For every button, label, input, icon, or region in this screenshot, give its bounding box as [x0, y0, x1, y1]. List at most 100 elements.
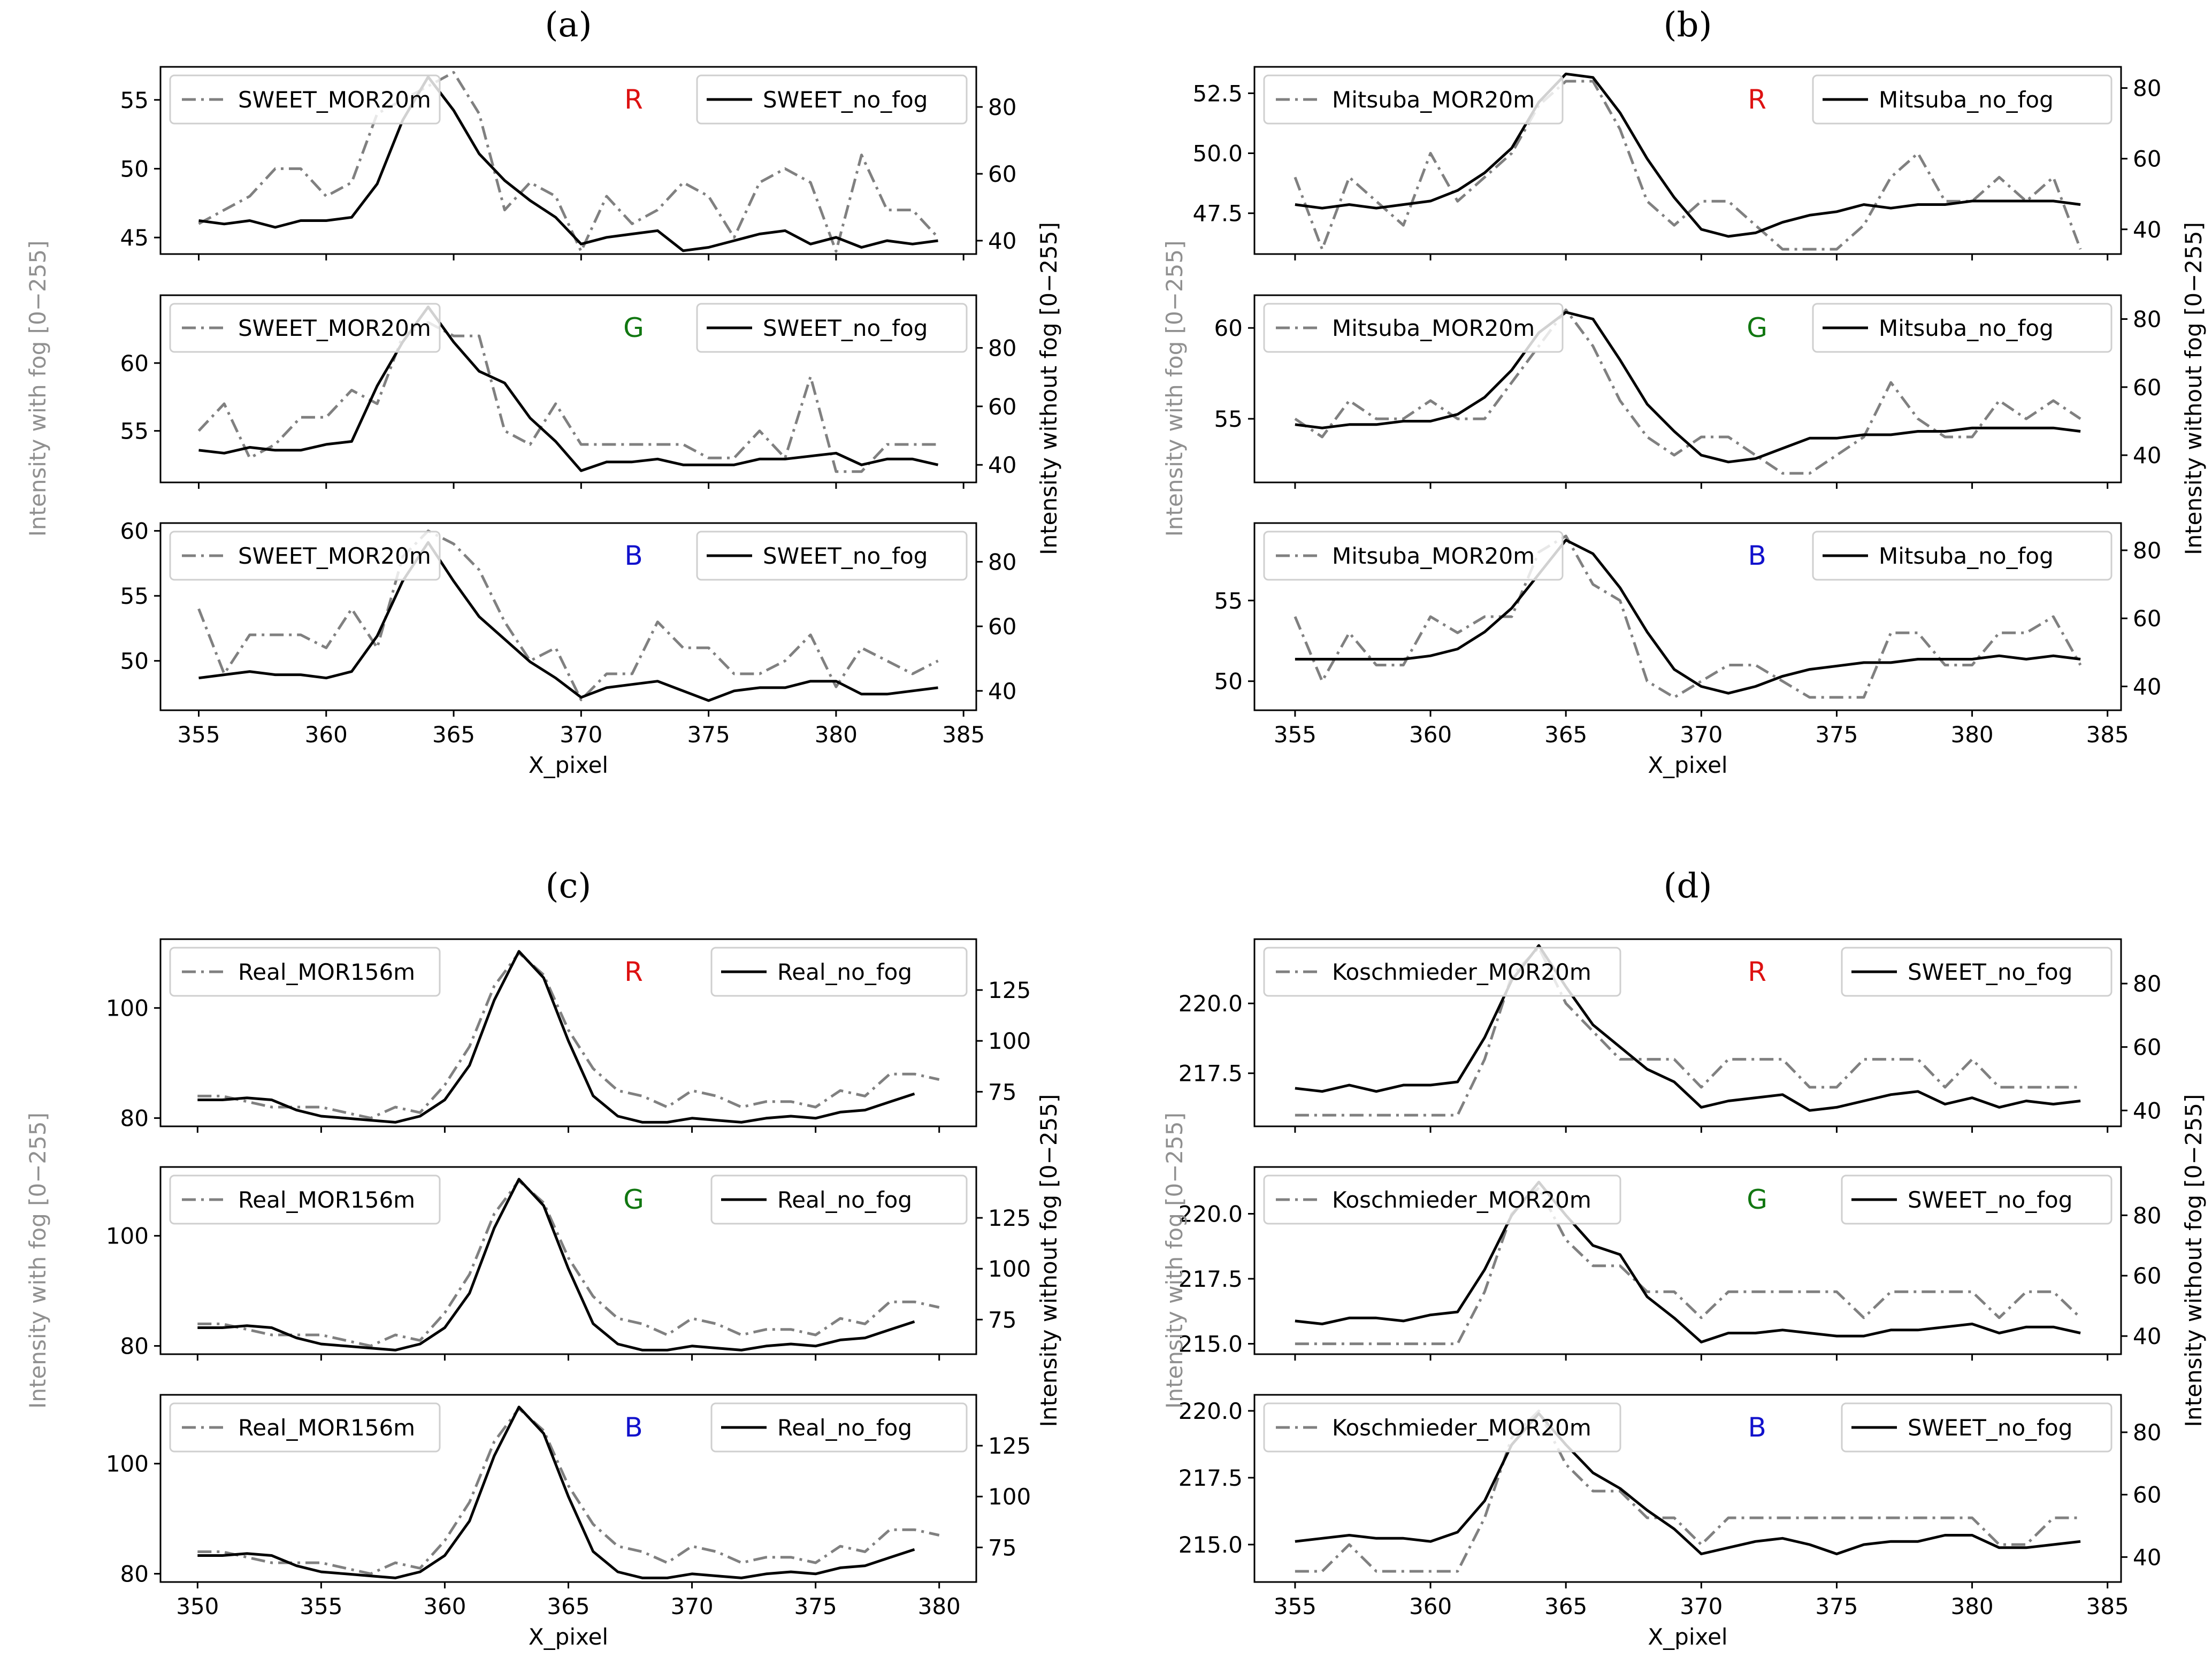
y-left-axis-label: Intensity with fog [0−255]: [1161, 241, 1188, 537]
y-right-tick-label: 75: [988, 1079, 1016, 1105]
x-tick-label: 360: [423, 1593, 466, 1619]
x-tick-label: 360: [1409, 1593, 1452, 1619]
y-left-axis-label: Intensity with fog [0−255]: [1161, 1112, 1188, 1409]
y-right-tick-label: 60: [2133, 1482, 2161, 1508]
fog-series-line: [197, 321, 938, 473]
legend-fog: Real_MOR156m: [169, 1174, 441, 1225]
legend-nofog-label: SWEET_no_fog: [1908, 959, 2072, 985]
y-right-tick-label: 60: [988, 394, 1016, 420]
y-right-tick-label: 80: [2133, 537, 2161, 564]
y-left-tick-label: 220.0: [1178, 990, 1243, 1017]
axes-frame: [159, 66, 977, 255]
y-right-tick-label: 60: [2133, 1263, 2161, 1289]
legend-fog: Koschmieder_MOR20m: [1263, 1402, 1621, 1453]
y-right-axis-label: Intensity without fog [0−255]: [2180, 222, 2207, 555]
fog-series-line: [1293, 80, 2082, 251]
legend-fog: Mitsuba_MOR20m: [1263, 303, 1564, 353]
nofog-series-line: [198, 305, 939, 472]
x-tick-label: 375: [1815, 721, 1858, 748]
legend-nofog: SWEET_no_fog: [696, 74, 968, 125]
fog-series-line: [197, 951, 940, 1120]
y-left-tick-label: 100: [106, 1451, 149, 1477]
y-right-tick-label: 40: [988, 228, 1016, 254]
y-left-tick-label: 100: [106, 995, 149, 1022]
y-right-tick-label: 80: [2133, 1419, 2161, 1446]
y-right-tick-label: 60: [2133, 374, 2161, 401]
panel-label: (c): [546, 866, 592, 906]
x-tick-label: 365: [1544, 721, 1587, 748]
legend-fog-label: Mitsuba_MOR20m: [1332, 315, 1535, 341]
nofog-series-line: [198, 541, 938, 702]
y-right-tick-label: 80: [988, 94, 1016, 120]
x-axis-label: X_pixel: [1648, 1624, 1727, 1650]
axes-frame: [1253, 522, 2122, 711]
y-left-tick-label: 50: [120, 156, 149, 182]
y-left-tick-label: 50.0: [1192, 141, 1243, 167]
subplot-R: 47.5 50.0 52.5 40 60 80 Mitsuba_MOR20m Mitsuba_…: [1192, 66, 2161, 260]
legend-fog-label: SWEET_MOR20m: [238, 87, 431, 113]
y-right-tick-label: 60: [988, 613, 1016, 640]
legend-box: [1263, 74, 1564, 125]
subplot-G: 80 100 75 100 125 Real_MOR156m Real_no_fog G: [106, 1166, 1031, 1361]
axes-frame: [1253, 938, 2122, 1127]
x-tick-label: 365: [547, 1593, 590, 1619]
y-left-tick-label: 217.5: [1178, 1061, 1243, 1087]
y-left-tick-label: 50: [120, 648, 149, 674]
y-left-tick-label: 55: [120, 583, 149, 609]
legend-fog-label: Real_MOR156m: [238, 959, 415, 985]
x-tick-label: 385: [2086, 721, 2129, 748]
legend-box: [169, 303, 441, 353]
y-right-tick-label: 80: [2133, 971, 2161, 997]
channel-label: G: [623, 312, 644, 343]
nofog-series-line: [198, 75, 938, 252]
x-axis-label: X_pixel: [529, 752, 608, 778]
legend-nofog: Real_no_fog: [710, 947, 968, 997]
y-right-tick-label: 80: [988, 335, 1016, 361]
legend-fog: SWEET_MOR20m: [169, 74, 441, 125]
x-tick-label: 360: [305, 721, 348, 748]
legend-fog-label: Mitsuba_MOR20m: [1332, 543, 1535, 569]
channel-label: R: [1748, 956, 1766, 987]
y-left-tick-label: 55: [120, 87, 149, 113]
y-right-tick-label: 60: [2133, 605, 2161, 632]
legend-box: [169, 531, 441, 581]
x-axis-label: X_pixel: [529, 1624, 608, 1650]
x-tick-label: 370: [560, 721, 602, 748]
legend-fog: Mitsuba_MOR20m: [1263, 531, 1564, 581]
legend-nofog-label: SWEET_no_fog: [763, 543, 928, 569]
subplot-R: 217.5 220.0 40 60 80 Koschmieder_MOR20m SWEET_…: [1178, 938, 2161, 1133]
y-left-tick-label: 215.0: [1178, 1532, 1243, 1558]
axes-frame: [159, 294, 977, 483]
subplot-B: 80 100 75 100 125 350 355 360 365 370 375 380 Real_M…: [106, 1394, 1031, 1619]
y-left-tick-label: 80: [120, 1333, 149, 1360]
legend-nofog-label: Mitsuba_no_fog: [1879, 315, 2054, 341]
legend-fog-label: Koschmieder_MOR20m: [1332, 1415, 1591, 1441]
nofog-series-line: [1295, 944, 2081, 1112]
y-right-tick-label: 40: [2133, 1097, 2161, 1124]
channel-label: B: [1748, 1412, 1766, 1443]
y-right-tick-label: 80: [2133, 306, 2161, 333]
fog-series-line: [1295, 1409, 2081, 1573]
panel-label: (d): [1664, 866, 1712, 906]
fog-series-line: [197, 1407, 940, 1576]
legend-fog-label: SWEET_MOR20m: [238, 315, 431, 341]
y-right-tick-label: 40: [2133, 673, 2161, 700]
y-right-tick-label: 40: [2133, 1544, 2161, 1570]
x-tick-label: 385: [942, 721, 985, 748]
x-tick-label: 380: [815, 721, 858, 748]
legend-nofog: Mitsuba_no_fog: [1812, 303, 2113, 353]
y-right-tick-label: 125: [988, 1433, 1031, 1459]
channel-label: R: [624, 84, 643, 115]
y-right-tick-label: 40: [2133, 1323, 2161, 1349]
fog-series-line: [197, 1179, 940, 1348]
legend-fog-label: Mitsuba_MOR20m: [1332, 87, 1535, 113]
panel-d: (d) 217.5 220.0 40 60 80 Koschmieder_MOR20m SWE…: [1161, 866, 2207, 1650]
nofog-series-line: [1295, 311, 2081, 464]
fog-series-line: [1294, 308, 2081, 475]
x-tick-label: 370: [1680, 721, 1723, 748]
nofog-series-line: [197, 1406, 915, 1579]
y-right-tick-label: 125: [988, 1205, 1031, 1231]
y-right-tick-label: 80: [2133, 75, 2161, 102]
legend-nofog: Mitsuba_no_fog: [1812, 531, 2113, 581]
panel-label: (a): [545, 5, 592, 45]
